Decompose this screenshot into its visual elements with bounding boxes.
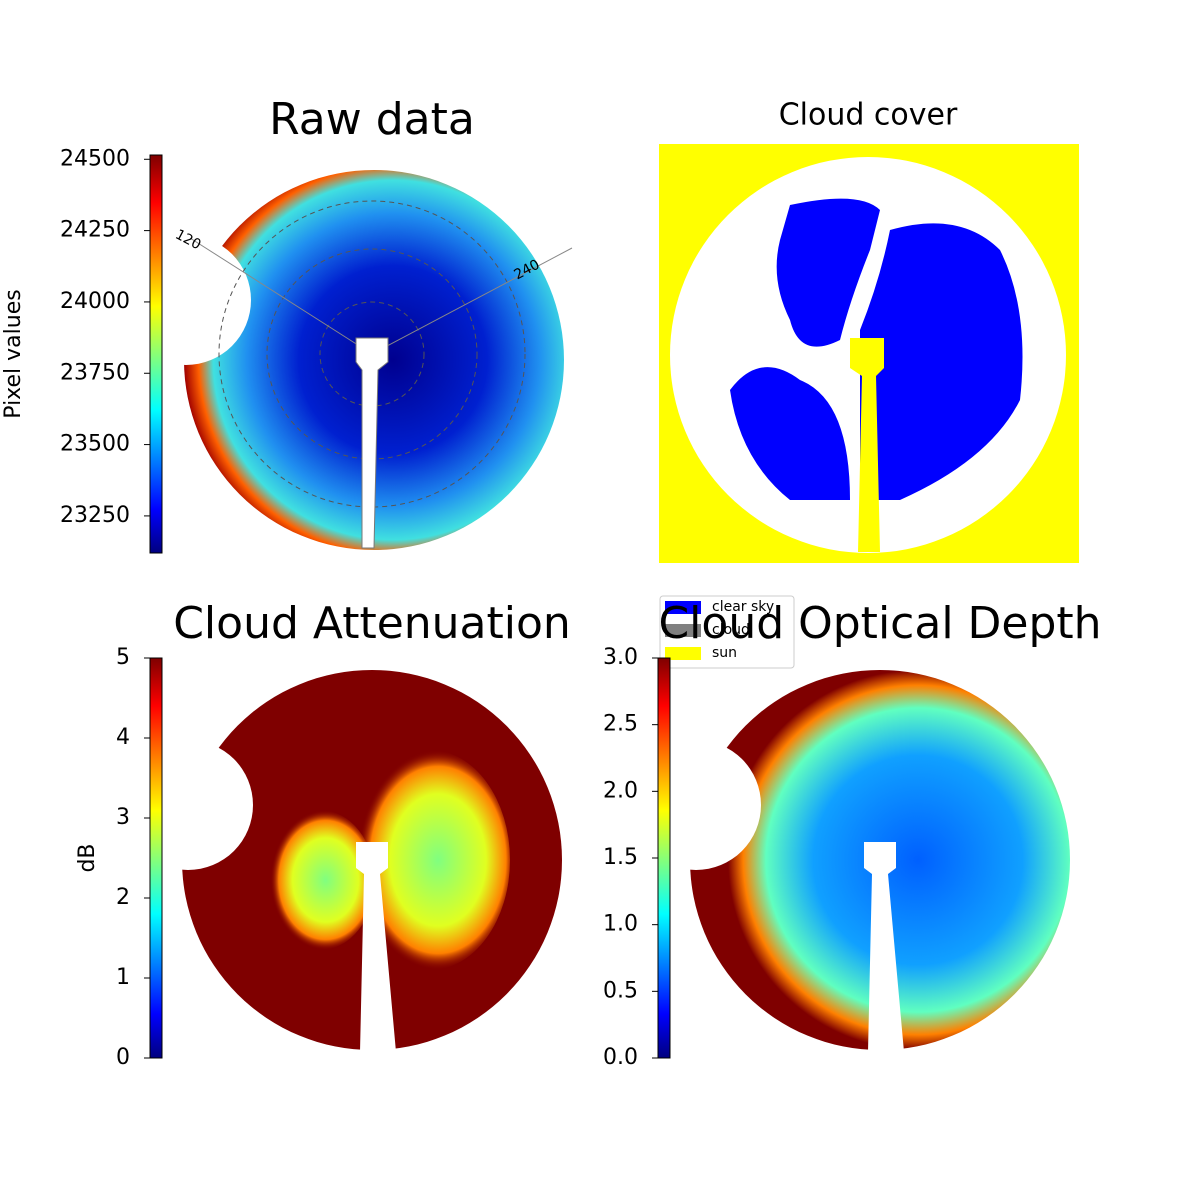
legend-swatch	[665, 601, 701, 614]
colorbar-tick-label: 24000	[60, 289, 130, 314]
cloud-cover-image	[659, 144, 1079, 563]
colorbar-tick-label: 3	[116, 805, 130, 830]
colorbar-tick-label: 2	[116, 885, 130, 910]
colorbar	[149, 154, 163, 554]
legend-label: cloud	[712, 622, 750, 638]
colorbar-tick-label: 1.5	[603, 845, 638, 870]
colorbar-tick-label: 2.0	[603, 778, 638, 803]
panel-title: Cloud Attenuation	[173, 598, 571, 649]
panel-title: Cloud Optical Depth	[658, 598, 1101, 649]
optical-depth-image	[631, 670, 1070, 1052]
legend-swatch	[665, 624, 701, 637]
legend-swatch	[665, 647, 701, 660]
colorbar-tick-label: 23500	[60, 432, 130, 457]
colorbar-tick-label: 1	[116, 965, 130, 990]
legend-label: sun	[712, 645, 737, 661]
colorbar-tick-label: 24500	[60, 146, 130, 171]
colorbar-tick-label: 0	[116, 1045, 130, 1070]
colorbar	[657, 657, 671, 1059]
panel-title: Raw data	[269, 94, 475, 145]
colorbar-tick-label: 23750	[60, 360, 130, 385]
legend-label: clear sky	[712, 599, 774, 615]
raw-image	[121, 170, 573, 550]
colorbar-label: Pixel values	[1, 289, 26, 418]
attenuation-image	[123, 670, 562, 1052]
colorbar-tick-label: 23250	[60, 503, 130, 528]
colorbar-tick-label: 2.5	[603, 712, 638, 737]
colorbar-tick-label: 5	[116, 645, 130, 670]
colorbar-tick-label: 1.0	[603, 912, 638, 937]
colorbar-label: dB	[75, 843, 100, 872]
colorbar	[149, 657, 163, 1059]
colorbar-tick-label: 0.5	[603, 978, 638, 1003]
colorbar-tick-label: 24250	[60, 218, 130, 243]
colorbar-tick-label: 0.0	[603, 1045, 638, 1070]
panel-title: Cloud cover	[779, 98, 958, 133]
colorbar-tick-label: 3.0	[603, 645, 638, 670]
colorbar-tick-label: 4	[116, 725, 130, 750]
